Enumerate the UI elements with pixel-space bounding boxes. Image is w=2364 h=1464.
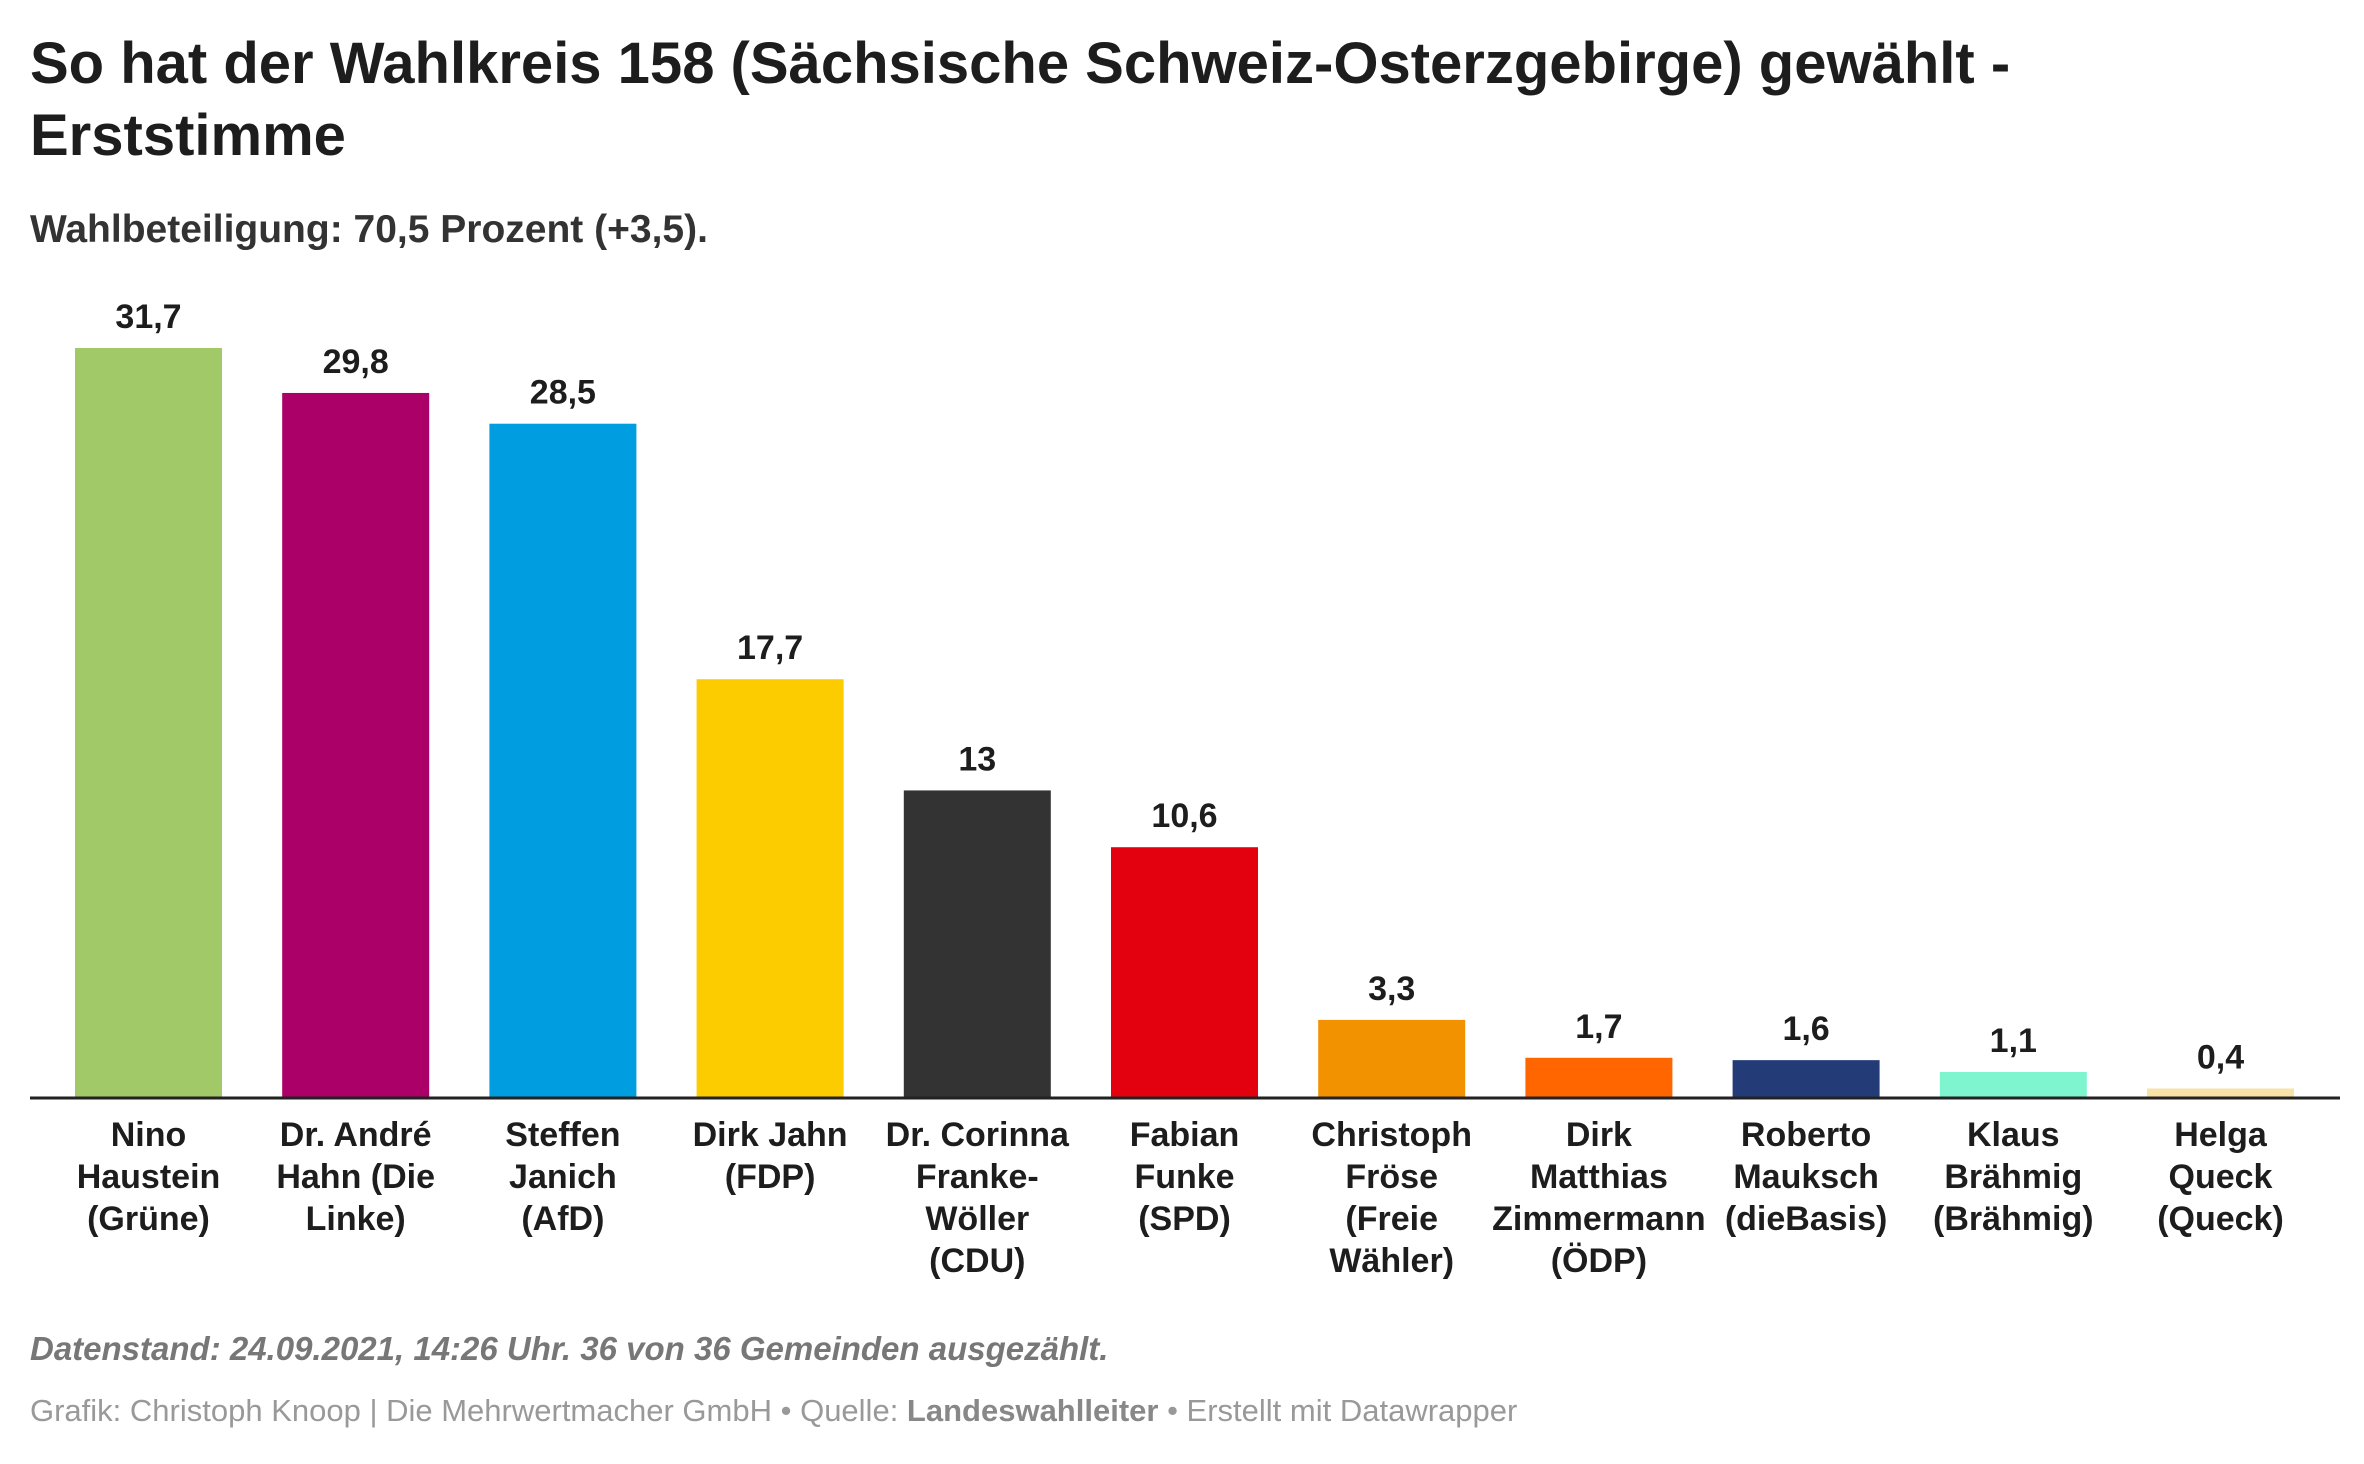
- bar: [1939, 1071, 2087, 1098]
- footer-source-link[interactable]: Landeswahlleiter: [906, 1393, 1159, 1428]
- category-label: Nino Haustein (Grüne): [77, 1116, 221, 1238]
- footer-source-label: Quelle:: [800, 1393, 907, 1428]
- value-label: 1,6: [1782, 1010, 1829, 1048]
- footer-credit: Grafik: Christoph Knoop | Die Mehrwertma…: [30, 1393, 772, 1428]
- category-label: Steffen Janich (AfD): [505, 1116, 620, 1238]
- category-label: Dirk Jahn (FDP): [693, 1116, 848, 1196]
- bar: [1732, 1060, 1880, 1098]
- value-label: 10,6: [1151, 797, 1217, 835]
- footer: Grafik: Christoph Knoop | Die Mehrwertma…: [30, 1393, 1517, 1429]
- category-label: Dirk Matthias Zimmermann (ÖDP): [1492, 1116, 1706, 1280]
- value-label: 28,5: [530, 374, 596, 412]
- bar: [696, 679, 844, 1098]
- category-label: Dr. Corinna Franke-Wöller (CDU): [886, 1116, 1070, 1280]
- category-labels-group: Nino Haustein (Grüne) Dr. André Hahn (Die Lin…: [77, 1116, 2284, 1280]
- value-label: 13: [958, 740, 996, 778]
- category-label: Roberto Mauksch (dieBasis): [1725, 1116, 1888, 1238]
- value-label: 29,8: [323, 343, 389, 381]
- notes: Datenstand: 24.09.2021, 14:26 Uhr. 36 vo…: [30, 1330, 1109, 1367]
- value-label: 3,3: [1368, 970, 1415, 1008]
- bar: [1318, 1019, 1466, 1098]
- value-label: 31,7: [115, 298, 181, 336]
- category-label: Dr. André Hahn (Die Linke): [276, 1116, 435, 1238]
- value-label: 0,4: [2197, 1039, 2244, 1077]
- footer-tool-credit: Erstellt mit Datawrapper: [1186, 1393, 1518, 1428]
- value-labels-group: 31,7 29,8 28,5 17,7 13 10,6 3,3 1,7 1,6 1,1 0,4: [115, 298, 2244, 1077]
- bar: [489, 423, 637, 1098]
- bar: [75, 348, 222, 1098]
- footer-separator: •: [771, 1393, 801, 1428]
- category-label: Helga Queck (Queck): [2157, 1116, 2284, 1238]
- category-label: Christoph Fröse (Freie Wähler): [1311, 1116, 1472, 1280]
- footer-separator: •: [1158, 1393, 1187, 1428]
- category-label: Klaus Brähmig (Brähmig): [1933, 1116, 2094, 1238]
- bar: [282, 392, 430, 1098]
- chart-title: So hat der Wahlkreis 158 (Sächsische Sch…: [30, 31, 2011, 168]
- bar: [2147, 1088, 2294, 1098]
- bar: [1525, 1057, 1673, 1098]
- bar: [1111, 847, 1258, 1098]
- bars-group: [75, 348, 2294, 1098]
- bar-chart: 31,7 29,8 28,5 17,7 13 10,6 3,3 1,7 1,6 1,1 0,4 Ni…: [30, 298, 2340, 1280]
- bar: [903, 790, 1051, 1098]
- value-label: 1,1: [1990, 1022, 2037, 1060]
- value-label: 1,7: [1575, 1008, 1622, 1046]
- value-label: 17,7: [737, 629, 803, 667]
- category-label: Fabian Funke (SPD): [1130, 1116, 1240, 1238]
- chart-subtitle: Wahlbeteiligung: 70,5 Prozent (+3,5).: [30, 208, 708, 251]
